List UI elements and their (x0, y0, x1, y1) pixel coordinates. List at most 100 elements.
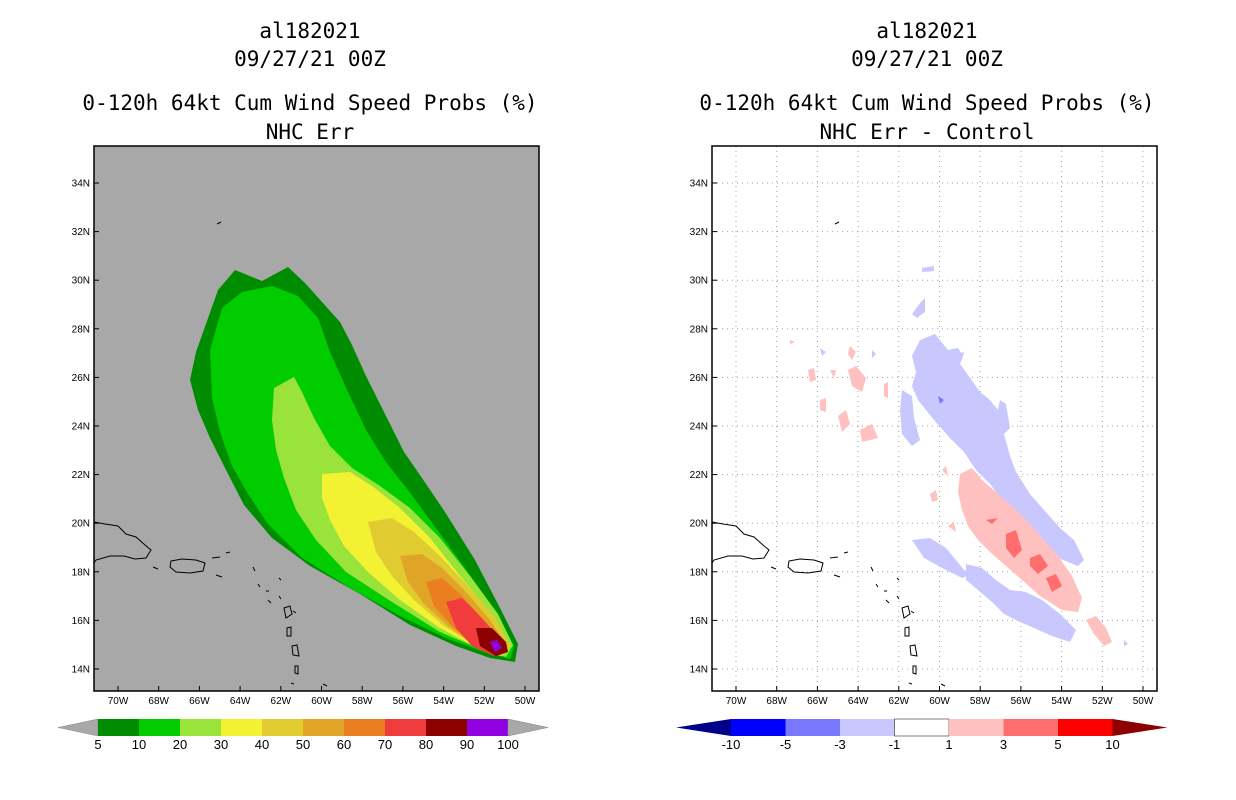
lon-label: 54W (1051, 696, 1072, 707)
colorbar-swatch (731, 719, 786, 736)
colorbar-label: 90 (460, 737, 474, 752)
lon-label: 70W (726, 696, 747, 707)
colorbar-label: 100 (497, 737, 519, 752)
colorbar-swatch (180, 719, 221, 736)
lon-label: 58W (352, 696, 373, 707)
colorbar-label: 1 (945, 737, 952, 752)
colorbar-label: -3 (834, 737, 846, 752)
right-storm-id: al182021 (876, 19, 978, 43)
colorbar-swatch (949, 719, 1004, 736)
lon-label: 56W (393, 696, 414, 707)
left-storm-id: al182021 (259, 19, 361, 43)
right-subtitle: NHC Err - Control (819, 120, 1035, 144)
lon-label: 70W (108, 696, 129, 707)
colorbar-swatch (344, 719, 385, 736)
lat-label: 30N (72, 276, 90, 287)
lon-label: 60W (929, 696, 950, 707)
colorbar-swatch (467, 719, 508, 736)
colorbar-low-arrow (676, 719, 731, 736)
colorbar-swatch (303, 719, 344, 736)
colorbar-label: 10 (132, 737, 146, 752)
lon-label: 66W (189, 696, 210, 707)
lon-label: 52W (474, 696, 495, 707)
colorbar-high-arrow (1112, 719, 1168, 736)
colorbar-label: 60 (337, 737, 351, 752)
lat-label: 26N (72, 373, 90, 384)
lon-label: 58W (970, 696, 991, 707)
colorbar-label: 3 (1000, 737, 1007, 752)
colorbar-swatch (262, 719, 303, 736)
lat-label: 16N (690, 616, 708, 627)
lon-label: 60W (311, 696, 332, 707)
colorbar-label: 5 (1054, 737, 1061, 752)
colorbar-swatch (894, 718, 950, 737)
colorbar-swatch (1058, 719, 1113, 736)
lat-label: 14N (690, 665, 708, 676)
lon-label: 62W (889, 696, 910, 707)
right-map-frame (711, 145, 1158, 692)
lon-label: 50W (1133, 696, 1154, 707)
right-colorbar: -10 -5 -3 -1 1 3 5 10 (676, 718, 1168, 752)
lon-label: 54W (433, 696, 454, 707)
lat-label: 22N (690, 470, 708, 481)
left-title: 0-120h 64kt Cum Wind Speed Probs (%) (82, 91, 538, 115)
lat-label: 18N (690, 567, 708, 578)
colorbar-swatch (426, 719, 467, 736)
lat-label: 28N (72, 324, 90, 335)
lat-label: 34N (690, 179, 708, 190)
lat-label: 18N (72, 567, 90, 578)
right-gridlines (712, 146, 1157, 691)
left-colorbar: 5 10 20 30 40 50 60 70 80 90 100 (57, 718, 549, 752)
lon-label: 64W (848, 696, 869, 707)
colorbar-label: -5 (780, 737, 792, 752)
lat-label: 24N (72, 422, 90, 433)
colorbar-swatch (221, 719, 262, 736)
colorbar-label: -10 (722, 737, 741, 752)
right-axes: 34N 32N 30N 28N 26N 24N 22N 20N 18N 16N 14N 70W 68W 6… (690, 179, 1154, 708)
lon-label: 68W (148, 696, 169, 707)
left-axes: 34N 32N 30N 28N 26N 24N 22N 20N 18N 16N 14N 70W 68W 6… (72, 179, 536, 708)
lon-label: 50W (515, 696, 536, 707)
lon-label: 66W (807, 696, 828, 707)
colorbar-label: 80 (419, 737, 433, 752)
colorbar-label: 10 (1105, 737, 1119, 752)
lat-label: 20N (72, 519, 90, 530)
lat-label: 16N (72, 616, 90, 627)
lon-label: 52W (1092, 696, 1113, 707)
lat-label: 14N (72, 665, 90, 676)
lat-label: 34N (72, 179, 90, 190)
colorbar-high-arrow (507, 718, 549, 737)
lon-label: 62W (271, 696, 292, 707)
lat-label: 22N (72, 470, 90, 481)
lon-label: 68W (766, 696, 787, 707)
left-datetime: 09/27/21 00Z (234, 47, 386, 71)
lat-label: 30N (690, 276, 708, 287)
right-datetime: 09/27/21 00Z (851, 47, 1003, 71)
colorbar-label: -1 (889, 737, 901, 752)
lat-label: 26N (690, 373, 708, 384)
colorbar-swatch (785, 719, 840, 736)
colorbar-label: 20 (173, 737, 187, 752)
right-title: 0-120h 64kt Cum Wind Speed Probs (%) (699, 91, 1155, 115)
right-map: 34N 32N 30N 28N 26N 24N 22N 20N 18N 16N 14N 70W 68W 6… (690, 145, 1158, 708)
colorbar-swatch (98, 719, 139, 736)
colorbar-swatch (139, 719, 180, 736)
lon-label: 64W (230, 696, 251, 707)
colorbar-label: 70 (378, 737, 392, 752)
left-map: 34N 32N 30N 28N 26N 24N 22N 20N 18N 16N 14N 70W 68W 6… (72, 145, 540, 708)
colorbar-swatch (1003, 719, 1058, 736)
lat-label: 20N (690, 519, 708, 530)
left-subtitle: NHC Err (265, 120, 355, 144)
colorbar-low-arrow (57, 718, 99, 737)
colorbar-swatch (840, 719, 895, 736)
lon-label: 56W (1011, 696, 1032, 707)
colorbar-label: 50 (296, 737, 310, 752)
lat-label: 32N (690, 227, 708, 238)
colorbar-label: 40 (255, 737, 269, 752)
colorbar-swatch (385, 719, 426, 736)
left-probability-contours (190, 267, 518, 662)
lat-label: 28N (690, 324, 708, 335)
colorbar-label: 5 (94, 737, 101, 752)
colorbar-label: 30 (214, 737, 228, 752)
